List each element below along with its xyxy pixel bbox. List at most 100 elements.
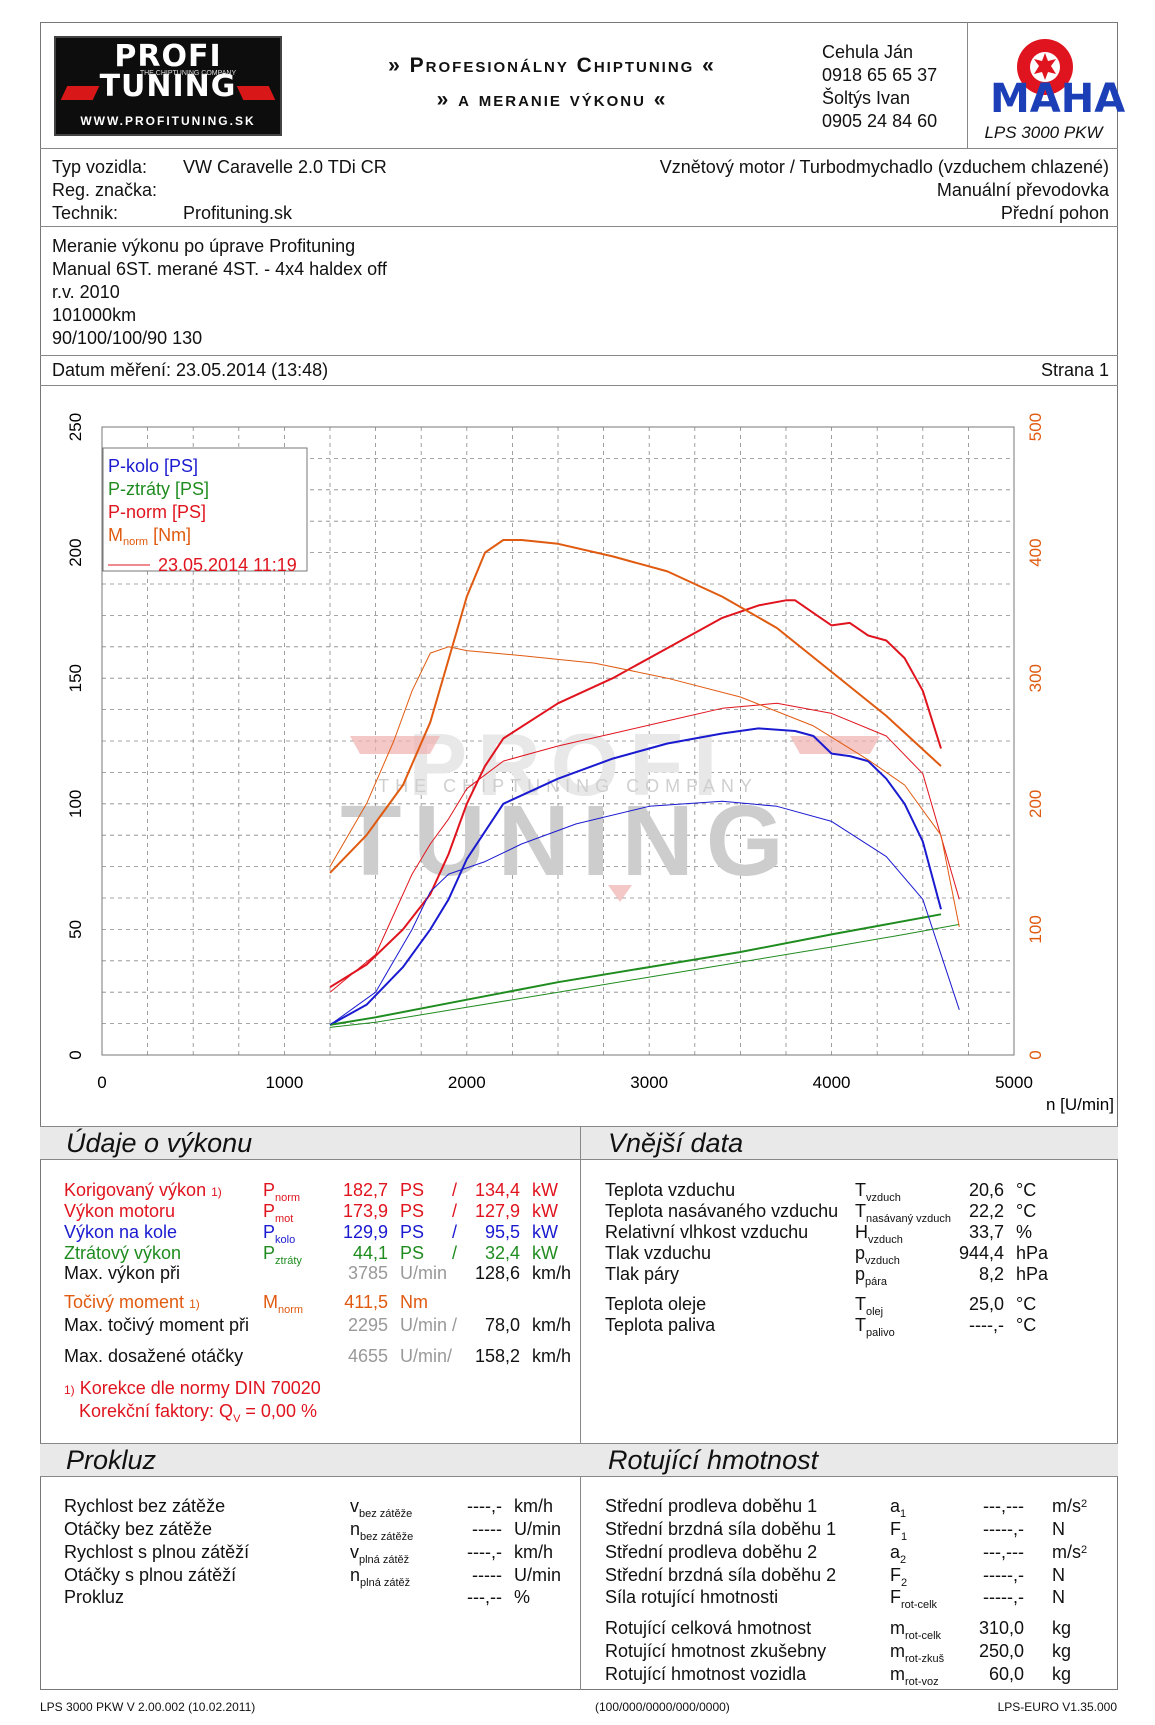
perf-symbol: Pkolo xyxy=(263,1222,295,1246)
slip-label-text: Otáčky s plnou zátěží xyxy=(64,1565,237,1585)
external-label: Teplota nasávaného vzduchu xyxy=(605,1201,838,1222)
external-value-text: 22,2 xyxy=(968,1201,1004,1221)
slip-value: ----,- xyxy=(440,1542,502,1563)
slip-value-text: ----,- xyxy=(467,1542,502,1562)
max-power-label: Max. výkon při xyxy=(64,1263,181,1283)
external-sub: palivo xyxy=(866,1327,895,1339)
perf-value-ps: 182,7 xyxy=(318,1180,388,1201)
legend-reference-date: 23.05.2014 11:19 xyxy=(158,555,297,575)
plot-border xyxy=(101,426,1015,1056)
footer-right: LPS-EURO V1.35.000 xyxy=(997,1700,1117,1714)
speed-unit: km/h xyxy=(532,1346,572,1366)
rotating-value: 250,0 xyxy=(950,1641,1024,1662)
external-label-text: Teplota vzduchu xyxy=(605,1180,736,1200)
slogan-line-2: » a meranie výkonu « xyxy=(436,88,668,111)
maha-text: MAHA xyxy=(990,76,1126,122)
note-line: r.v. 2010 xyxy=(52,282,120,302)
external-symbol: Tpalivo xyxy=(855,1315,895,1339)
slip-symbol: nbez zátěže xyxy=(350,1519,413,1543)
x-tick-label: 0 xyxy=(97,1073,106,1092)
external-label: Teplota paliva xyxy=(605,1315,715,1336)
perf-unit-ps: PS xyxy=(400,1180,424,1201)
perf-value-kw-text: 95,5 xyxy=(484,1222,520,1242)
external-sub: nasávaný vzduch xyxy=(866,1213,951,1225)
rotating-label-text: Střední brzdná síla doběhu 2 xyxy=(605,1565,837,1585)
rotating-label: Střední brzdná síla doběhu 2 xyxy=(605,1565,836,1586)
footer-center: (100/000/0000/000/0000) xyxy=(595,1700,730,1714)
external-value-text: 20,6 xyxy=(968,1180,1004,1200)
external-value-text: 33,7 xyxy=(968,1222,1004,1242)
perf-unit-ps-text: PS xyxy=(400,1222,425,1242)
perf-sep: / xyxy=(452,1243,457,1264)
rotating-label: Síla rotující hmotnosti xyxy=(605,1587,778,1608)
rotating-sub: 1 xyxy=(901,1531,908,1543)
footnote-2-label: Korekční faktory: Q xyxy=(79,1401,234,1421)
external-unit-text: °C xyxy=(1016,1294,1037,1314)
maha-emblem xyxy=(1017,39,1073,95)
rotating-unit: N xyxy=(1052,1519,1065,1540)
x-tick-label: 4000 xyxy=(813,1073,851,1092)
slip-label: Otáčky bez zátěže xyxy=(64,1519,212,1540)
perf-sym: P xyxy=(263,1201,276,1221)
slip-unit: km/h xyxy=(514,1542,553,1563)
rotating-symbol: F1 xyxy=(890,1519,907,1543)
y-right-tick-label: 400 xyxy=(1026,538,1045,566)
torque-label-text: Točivý moment xyxy=(64,1292,185,1312)
slip-label: Rychlost s plnou zátěží xyxy=(64,1542,249,1563)
external-sub: vzduch xyxy=(866,1192,901,1204)
rotating-sub: rot-celk xyxy=(905,1630,942,1642)
rotating-value: -----,- xyxy=(950,1519,1024,1540)
external-value: 25,0 xyxy=(940,1294,1004,1315)
external-label: Teplota oleje xyxy=(605,1294,706,1315)
slip-title: Prokluz xyxy=(66,1445,157,1475)
footnote-2-value: = 0,00 % xyxy=(240,1401,317,1421)
maha-logo: MAHA xyxy=(990,34,1126,122)
divider xyxy=(40,226,1118,227)
perf-value-ps-text: 182,7 xyxy=(342,1180,388,1200)
perf-unit-ps-text: PS xyxy=(400,1180,425,1200)
legend-box xyxy=(102,447,308,572)
perf-unit-kw-text: kW xyxy=(532,1201,558,1221)
page-number: Strana 1 xyxy=(1040,360,1109,380)
watermark-red-chevron xyxy=(608,885,632,902)
external-sub: vzduch xyxy=(868,1234,903,1246)
external-unit: % xyxy=(1016,1222,1032,1243)
perf-unit-kw: kW xyxy=(532,1222,558,1243)
external-unit: °C xyxy=(1016,1294,1036,1315)
torque-symbol: Mnorm xyxy=(263,1292,303,1316)
footnote-2: Korekční faktory: QV = 0,00 % xyxy=(79,1401,317,1425)
footnote-2-sub: V xyxy=(233,1413,241,1425)
external-label-text: Tlak vzduchu xyxy=(605,1243,712,1263)
y-left-tick-label: 0 xyxy=(66,1050,85,1059)
rotating-value: ---,--- xyxy=(950,1496,1024,1517)
divider xyxy=(40,355,1118,356)
rotating-unit-text: N xyxy=(1052,1519,1065,1539)
perf-value-kw: 95,5 xyxy=(460,1222,520,1243)
rotating-unit: kg xyxy=(1052,1641,1071,1662)
y-right-tick-label: 200 xyxy=(1026,790,1045,818)
slip-value: ----- xyxy=(440,1519,502,1540)
y-right-tick-label: 0 xyxy=(1026,1050,1045,1059)
slip-total-value: ---,-- xyxy=(467,1587,502,1607)
perf-sep-text: / xyxy=(452,1243,458,1263)
external-sym: T xyxy=(855,1294,866,1314)
external-label-text: Teplota oleje xyxy=(605,1294,707,1314)
y-left-tick-label: 100 xyxy=(66,790,85,818)
perf-note: 1) xyxy=(211,1185,222,1199)
contact-2: 0918 65 65 37 xyxy=(822,65,938,85)
series-line xyxy=(329,539,942,874)
footnote-mark: 1) xyxy=(64,1383,75,1397)
series-line xyxy=(329,800,960,1026)
rotating-symbol: mrot-celk xyxy=(890,1618,941,1642)
perf-symbol: Pztráty xyxy=(263,1243,302,1267)
external-unit-text: °C xyxy=(1016,1201,1037,1221)
external-label: Tlak páry xyxy=(605,1264,679,1285)
watermark-subtitle: THE CHIPTUNING COMPANY xyxy=(378,776,758,796)
x-tick-label: 2000 xyxy=(448,1073,486,1092)
slip-label: Otáčky s plnou zátěží xyxy=(64,1565,236,1586)
perf-sym: P xyxy=(263,1222,276,1242)
rotating-value-text: -----,- xyxy=(983,1587,1024,1607)
perf-label-text: Ztrátový výkon xyxy=(64,1243,182,1263)
perf-sub: kolo xyxy=(275,1234,296,1246)
watermark-bottom: TUNING xyxy=(340,785,795,897)
